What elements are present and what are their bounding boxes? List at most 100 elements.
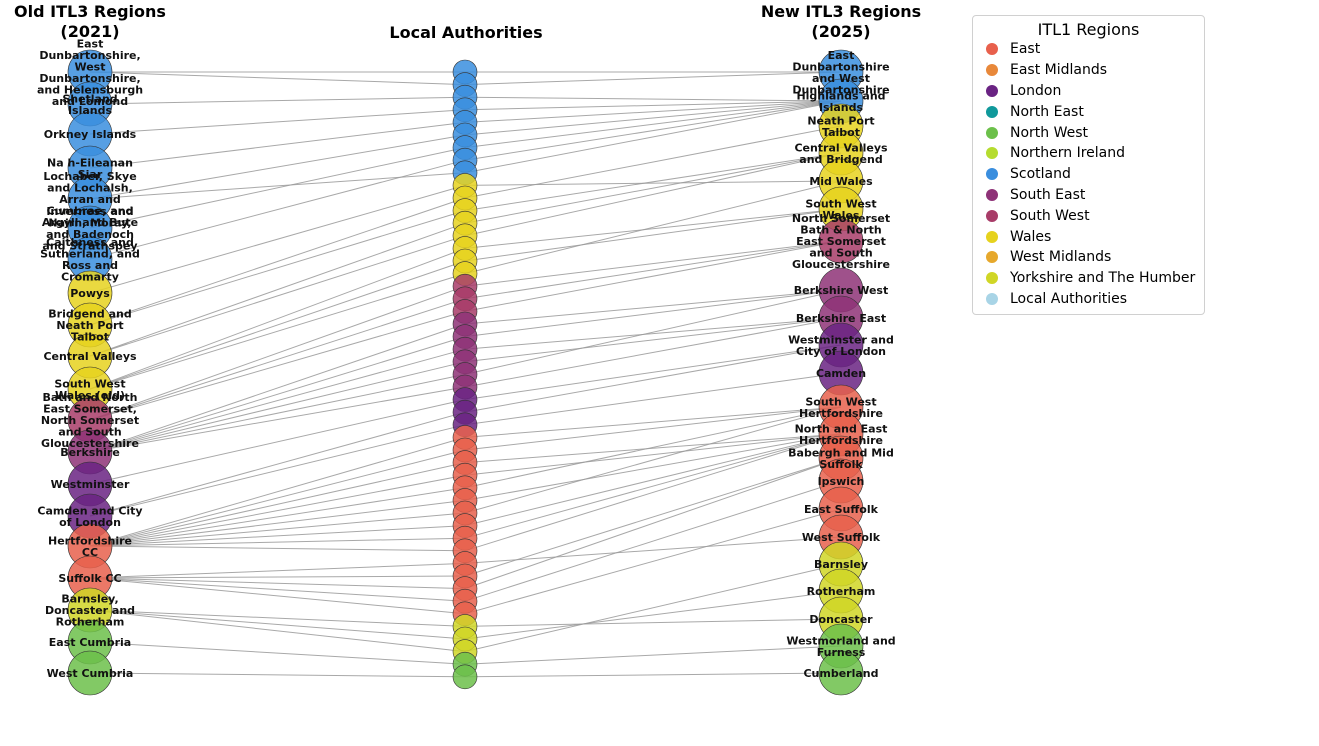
new-region-node — [818, 650, 864, 696]
new-region-label: Highlands and Islands — [796, 89, 885, 114]
new-region-label: North and East Hertfordshire — [795, 422, 888, 447]
edge — [89, 399, 466, 485]
legend-marker — [986, 64, 998, 77]
local-authority-node — [452, 664, 478, 690]
edge — [89, 285, 466, 421]
edge — [89, 424, 466, 517]
edge — [464, 433, 842, 552]
new-region-label: Camden — [816, 367, 866, 380]
legend-label: West Midlands — [1010, 249, 1112, 266]
legend-label: Northern Ireland — [1010, 145, 1126, 162]
edge — [89, 449, 466, 547]
legend-marker — [986, 188, 998, 201]
middle-column-title: Local Authorities — [389, 23, 542, 42]
edge — [89, 577, 466, 615]
edge — [89, 577, 466, 602]
old-region-label: Camden and City of London — [37, 504, 142, 529]
legend-label: South West — [1010, 207, 1090, 224]
edge — [89, 499, 466, 547]
new-region-label: Babergh and Mid Suffolk — [788, 446, 894, 471]
edge — [464, 672, 842, 678]
edge — [464, 317, 842, 388]
new-region-label: North Somerset Bath & North East Somerset a… — [792, 212, 890, 271]
edge — [464, 125, 842, 199]
edge — [89, 134, 466, 200]
left-column-title: Old ITL3 Regions (2021) — [14, 2, 166, 41]
edge — [89, 184, 466, 294]
new-region-label: South West Hertfordshire — [799, 395, 883, 420]
new-region-label: Mid Wales — [809, 175, 873, 188]
edge — [89, 641, 466, 665]
edge — [89, 336, 466, 453]
old-region-label: East Dunbartonshire, West Dunbartonshire, an… — [37, 37, 143, 108]
old-region-label: Bridgend and Neath Port Talbot — [48, 308, 131, 344]
edge — [89, 462, 466, 547]
edge — [89, 474, 466, 547]
old-region-label: Barnsley, Doncaster and Rotherham — [45, 593, 135, 629]
edge — [89, 260, 466, 390]
edge — [464, 536, 842, 564]
edge — [464, 71, 842, 86]
edge — [464, 344, 842, 413]
legend-item: North East — [973, 101, 1204, 122]
new-region-label: Westmorland and Furness — [786, 634, 895, 659]
edge — [89, 609, 466, 653]
old-region-label: Caithness and Sutherland, and Ross and Crom… — [40, 236, 140, 284]
new-region-label: Central Valleys and Bridgend — [794, 141, 888, 166]
edge — [464, 152, 842, 237]
legend-marker — [986, 230, 998, 243]
edge — [89, 411, 466, 517]
old-region-label: Westminster — [51, 478, 130, 491]
edge — [464, 100, 842, 161]
edge — [464, 563, 842, 653]
new-region-label: West Suffolk — [802, 531, 881, 544]
old-region-label: Suffolk CC — [58, 572, 121, 585]
new-region-node — [818, 218, 864, 264]
new-region-label: Rotherham — [807, 585, 876, 598]
edge — [89, 361, 466, 453]
edge — [89, 672, 466, 678]
new-region-label: Ipswich — [818, 475, 865, 488]
new-region-label: Doncaster — [809, 613, 873, 626]
legend-label: North East — [1010, 103, 1084, 120]
legend-item: Yorkshire and The Humber — [973, 268, 1204, 289]
legend-label: Wales — [1010, 228, 1052, 245]
legend-marker — [986, 292, 998, 305]
edge — [464, 645, 842, 665]
edge — [464, 406, 842, 514]
old-region-label: Inverness and Nairn, Moray, and Badenoch an… — [42, 205, 137, 253]
new-region-label: East Dunbartonshire and West Dunbartonshire — [792, 49, 889, 97]
legend-item: Northern Ireland — [973, 143, 1204, 164]
legend-item: Wales — [973, 226, 1204, 247]
legend-marker — [986, 84, 998, 97]
old-region-label: Shetland Islands — [62, 92, 117, 117]
edge — [464, 152, 842, 224]
legend-label: Scotland — [1010, 166, 1071, 183]
edge — [464, 180, 842, 186]
new-region-label: Cumberland — [803, 667, 878, 680]
edge — [464, 317, 842, 350]
legend-label: South East — [1010, 186, 1086, 203]
edge — [89, 273, 466, 390]
edge — [464, 208, 842, 249]
legend: ITL1 Regions East East Midlands London Nort… — [972, 15, 1205, 315]
edge — [464, 100, 842, 123]
new-region-label: Berkshire East — [796, 312, 886, 325]
edge — [464, 180, 842, 275]
edge — [89, 96, 466, 105]
edge — [89, 147, 466, 229]
edge — [89, 609, 466, 627]
edge — [464, 96, 842, 102]
edge — [464, 433, 842, 476]
old-region-label: East Cumbria — [49, 636, 131, 649]
edge — [464, 208, 842, 262]
old-region-label: Na h-Eileanan Siar — [47, 156, 133, 181]
new-region-label: East Suffolk — [804, 503, 879, 516]
edge — [89, 386, 466, 453]
edge — [89, 609, 466, 640]
edge — [464, 100, 842, 136]
old-region-label: Central Valleys — [43, 350, 137, 363]
edge — [464, 406, 842, 438]
edge — [464, 240, 842, 300]
old-region-node — [67, 650, 113, 696]
